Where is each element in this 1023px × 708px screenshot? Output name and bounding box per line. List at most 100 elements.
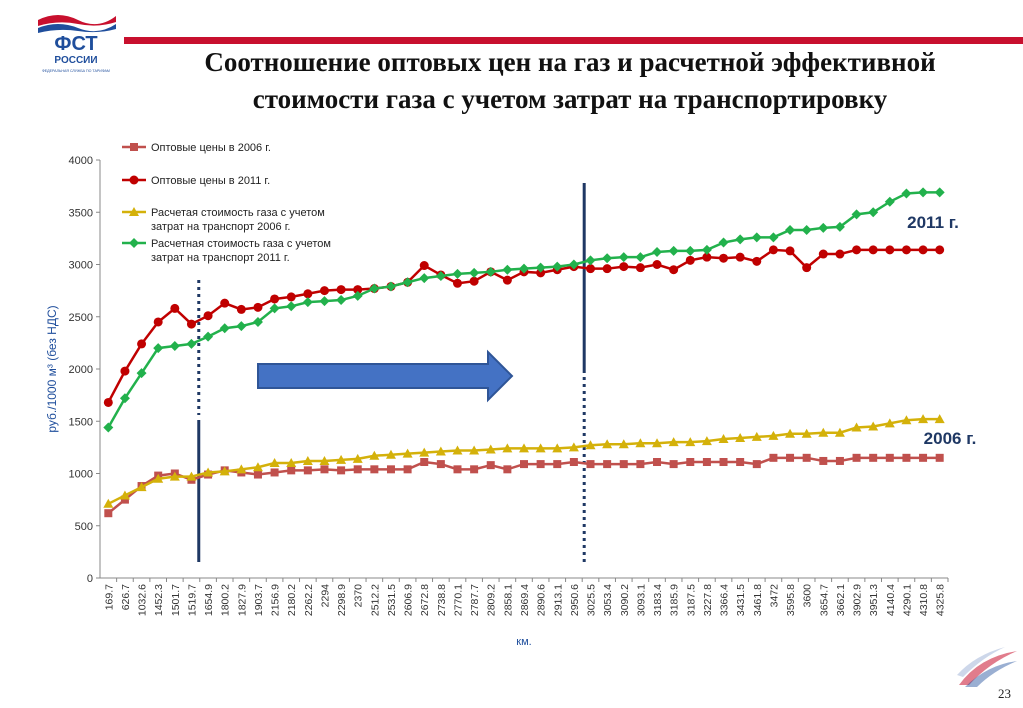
data-point-series-1 xyxy=(353,465,362,474)
data-point-series-2 xyxy=(935,245,945,255)
data-point-series-1 xyxy=(520,460,528,469)
x-tick-label: 3053.4 xyxy=(602,584,614,616)
data-point-series-2 xyxy=(802,263,812,273)
data-point-series-3 xyxy=(435,446,446,456)
data-point-series-4 xyxy=(585,255,596,266)
data-point-series-1 xyxy=(370,465,379,474)
y-tick-label: 3000 xyxy=(69,260,93,272)
data-point-series-4 xyxy=(286,301,297,312)
logo-tagline: ФЕДЕРАЛЬНАЯ СЛУЖБА ПО ТАРИФАМ xyxy=(42,69,110,73)
x-tick-label: 3902.9 xyxy=(852,584,864,616)
data-point-series-4 xyxy=(851,209,862,220)
x-tick-label: 3090.2 xyxy=(619,584,631,616)
data-point-series-4 xyxy=(934,187,945,198)
data-point-series-1 xyxy=(337,466,346,475)
data-point-series-4 xyxy=(369,283,380,294)
legend-label-4: Расчетная стоимость газа с учетом затрат … xyxy=(151,238,331,264)
x-tick-label: 4290.1 xyxy=(901,584,913,616)
data-point-series-1 xyxy=(503,465,512,474)
data-point-series-3 xyxy=(635,438,646,448)
data-point-series-1 xyxy=(120,495,129,504)
data-point-series-4 xyxy=(735,234,746,245)
data-point-series-4 xyxy=(236,321,247,332)
data-point-series-4 xyxy=(169,341,180,352)
data-point-series-1 xyxy=(536,460,545,469)
data-point-series-3 xyxy=(851,422,862,432)
data-point-series-2 xyxy=(419,261,429,271)
data-point-series-1 xyxy=(919,453,928,462)
data-point-series-4 xyxy=(552,261,563,272)
x-tick-label: 3185.9 xyxy=(669,584,681,616)
x-tick-label: 3366.4 xyxy=(719,584,731,616)
data-point-series-3 xyxy=(269,458,280,468)
data-point-series-1 xyxy=(253,470,262,479)
data-point-series-2 xyxy=(752,256,762,266)
data-point-series-3 xyxy=(502,443,513,453)
data-point-series-1 xyxy=(453,465,462,474)
data-point-series-3 xyxy=(352,453,363,463)
data-point-series-3 xyxy=(934,414,945,424)
data-point-series-1 xyxy=(769,453,778,462)
data-point-series-4 xyxy=(352,290,363,301)
x-tick-label: 2606.9 xyxy=(403,584,415,616)
data-point-series-2 xyxy=(203,311,213,321)
legend-label-3: Расчетая стоимость газа с учетом затрат н… xyxy=(151,207,325,233)
x-tick-label: 2156.9 xyxy=(270,584,282,616)
data-point-series-1 xyxy=(104,509,113,518)
data-point-series-1 xyxy=(486,461,495,470)
data-point-series-1 xyxy=(702,458,711,467)
data-point-series-1 xyxy=(852,453,861,462)
data-point-series-1 xyxy=(420,458,429,467)
data-point-series-3 xyxy=(552,443,563,453)
data-point-series-2 xyxy=(768,245,778,255)
data-point-series-4 xyxy=(203,331,214,342)
y-axis-title: руб./1000 м³ (без НДС) xyxy=(45,305,59,432)
data-point-series-3 xyxy=(452,445,463,455)
data-point-series-4 xyxy=(469,267,480,278)
data-point-series-4 xyxy=(502,264,513,275)
data-point-series-3 xyxy=(901,415,912,425)
logo-subtext: РОССИИ xyxy=(54,55,97,66)
data-point-series-2 xyxy=(586,264,596,274)
x-tick-label: 1501.7 xyxy=(170,584,182,616)
data-point-series-3 xyxy=(585,440,596,450)
data-point-series-4 xyxy=(768,232,779,243)
x-tick-label: 2913.1 xyxy=(552,584,564,616)
data-point-series-2 xyxy=(719,253,729,263)
data-point-series-2 xyxy=(253,302,263,312)
data-point-series-4 xyxy=(402,277,413,288)
data-point-series-3 xyxy=(718,434,729,444)
data-point-series-1 xyxy=(470,465,479,474)
data-point-series-3 xyxy=(768,430,779,440)
annotation-2006: 2006 г. xyxy=(924,429,977,448)
data-point-series-1 xyxy=(553,460,562,469)
data-point-series-1 xyxy=(569,458,578,467)
data-point-series-4 xyxy=(685,245,696,256)
data-point-series-1 xyxy=(303,466,312,475)
data-point-series-1 xyxy=(270,468,279,477)
x-tick-label: 626.7 xyxy=(120,584,132,610)
data-point-series-4 xyxy=(435,270,446,281)
data-point-series-2 xyxy=(669,265,679,275)
x-tick-label: 3025.5 xyxy=(586,584,598,616)
x-tick-label: 3951.3 xyxy=(868,584,880,616)
data-point-series-4 xyxy=(452,268,463,279)
data-point-series-2 xyxy=(452,278,462,288)
x-tick-label: 169.7 xyxy=(103,584,115,610)
data-point-series-3 xyxy=(602,439,613,449)
data-point-series-3 xyxy=(103,498,114,508)
data-point-series-2 xyxy=(868,245,878,255)
data-point-series-1 xyxy=(819,456,828,465)
x-tick-label: 2787.7 xyxy=(469,584,481,616)
data-point-series-4 xyxy=(568,259,579,270)
data-point-series-4 xyxy=(834,221,845,232)
x-tick-label: 4310.8 xyxy=(918,584,930,616)
data-point-series-1 xyxy=(869,453,878,462)
data-point-series-4 xyxy=(884,196,895,207)
header-red-line xyxy=(124,37,1023,44)
data-point-series-3 xyxy=(302,455,313,465)
data-point-series-4 xyxy=(901,188,912,199)
data-point-series-3 xyxy=(868,421,879,431)
legend-label-1: Оптовые цены в 2006 г. xyxy=(151,142,271,154)
data-point-series-2 xyxy=(901,245,911,255)
